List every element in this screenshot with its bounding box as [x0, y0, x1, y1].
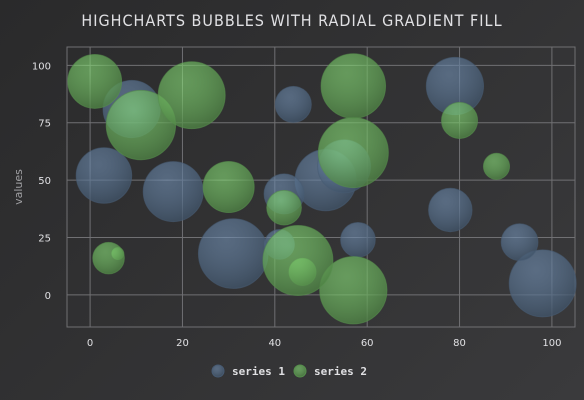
- ticks: 0 20 40 60 80 100 0 25 50 75 100: [32, 61, 562, 349]
- x-tick-label: 0: [87, 338, 93, 349]
- y-axis-title: values: [12, 169, 25, 205]
- y-tick-label: 0: [45, 291, 51, 302]
- bubble-point[interactable]: [274, 85, 312, 123]
- bubble-point[interactable]: [508, 249, 577, 318]
- x-tick-label: 100: [542, 338, 561, 349]
- bubble-point[interactable]: [319, 256, 388, 325]
- legend-marker: [211, 364, 225, 378]
- bubble-point[interactable]: [428, 187, 473, 233]
- bubble-point[interactable]: [92, 241, 125, 275]
- chart-title: HIGHCHARTS BUBBLES WITH RADIAL GRADIENT …: [81, 11, 502, 30]
- bubble-point[interactable]: [142, 161, 204, 223]
- bubble-point[interactable]: [202, 160, 255, 214]
- y-tick-label: 50: [38, 176, 51, 187]
- legend-marker: [293, 364, 307, 378]
- bubble-point[interactable]: [262, 224, 334, 296]
- legend-item-series-1[interactable]: series 1: [211, 364, 285, 378]
- x-tick-label: 60: [361, 338, 374, 349]
- bubble-point[interactable]: [340, 221, 376, 258]
- bubble-point[interactable]: [500, 223, 539, 261]
- x-tick-label: 20: [176, 338, 189, 349]
- legend: series 1 series 2: [211, 364, 367, 378]
- legend-item-series-2[interactable]: series 2: [293, 364, 367, 378]
- bubble-point[interactable]: [67, 54, 123, 109]
- bubble-point[interactable]: [317, 117, 389, 189]
- bubble-point[interactable]: [157, 61, 226, 130]
- bubble-point[interactable]: [75, 147, 133, 204]
- legend-label: series 2: [314, 365, 367, 378]
- y-tick-label: 100: [32, 61, 51, 72]
- plot-frame: [66, 46, 576, 328]
- bubble-point[interactable]: [197, 218, 269, 289]
- bubble-point[interactable]: [266, 189, 302, 226]
- legend-label: series 1: [232, 365, 285, 378]
- y-tick-label: 75: [38, 119, 51, 130]
- series-2: [67, 53, 511, 325]
- x-tick-label: 80: [453, 338, 466, 349]
- y-tick-label: 25: [38, 233, 51, 244]
- bubble-point[interactable]: [320, 53, 387, 119]
- bubbles: [67, 53, 577, 325]
- x-tick-label: 40: [268, 338, 281, 349]
- bubble-point[interactable]: [482, 152, 511, 180]
- bubble-point[interactable]: [441, 101, 479, 139]
